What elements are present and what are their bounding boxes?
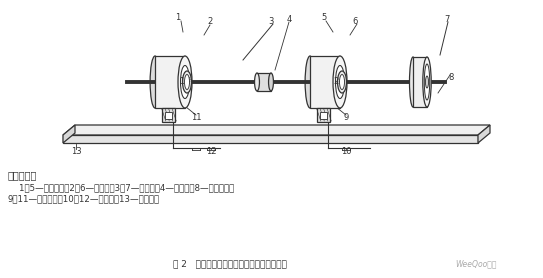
Polygon shape — [478, 125, 490, 143]
Ellipse shape — [423, 57, 431, 107]
Text: WeeQoo维库: WeeQoo维库 — [455, 259, 496, 268]
Text: 2: 2 — [207, 18, 213, 26]
Text: 9、11—固定螺栓；10、12—控制线；13—固定板。: 9、11—固定螺栓；10、12—控制线；13—固定板。 — [8, 194, 160, 203]
Polygon shape — [63, 125, 75, 143]
Ellipse shape — [333, 56, 347, 108]
Text: 12: 12 — [206, 148, 216, 157]
Bar — [310, 56, 340, 108]
Ellipse shape — [338, 71, 346, 93]
Bar — [165, 111, 172, 118]
Bar — [413, 57, 427, 107]
Text: 11: 11 — [191, 113, 201, 123]
Text: 图 2   双端轴双步进电机同轴联接结构示意图: 图 2 双端轴双步进电机同轴联接结构示意图 — [173, 259, 287, 269]
Ellipse shape — [180, 66, 190, 98]
Bar — [162, 108, 175, 122]
Text: 8: 8 — [449, 73, 454, 83]
Text: 4: 4 — [286, 14, 292, 24]
Ellipse shape — [424, 64, 430, 100]
Bar — [155, 56, 185, 108]
Bar — [257, 73, 271, 91]
Ellipse shape — [182, 71, 192, 93]
Text: 6: 6 — [352, 16, 358, 26]
Polygon shape — [63, 135, 478, 143]
Text: 1#: 1# — [179, 78, 191, 86]
Ellipse shape — [150, 56, 160, 108]
Ellipse shape — [185, 75, 190, 90]
Ellipse shape — [255, 73, 260, 91]
Text: 10: 10 — [341, 148, 351, 157]
Ellipse shape — [269, 73, 274, 91]
Text: 13: 13 — [71, 148, 81, 157]
Text: 1: 1 — [175, 14, 181, 23]
Text: 9: 9 — [343, 113, 349, 123]
Text: 标注说明：: 标注说明： — [8, 170, 37, 180]
Ellipse shape — [336, 66, 344, 98]
Text: 1、5—步进电机；2、6—固定卡；3、7—电机轴；4—联轴套；8—主传动轮；: 1、5—步进电机；2、6—固定卡；3、7—电机轴；4—联轴套；8—主传动轮； — [8, 183, 234, 192]
Text: 7: 7 — [444, 14, 450, 24]
Ellipse shape — [305, 56, 315, 108]
Text: 2#: 2# — [334, 78, 346, 86]
Polygon shape — [63, 125, 490, 135]
Bar — [317, 108, 330, 122]
Ellipse shape — [339, 75, 344, 90]
Ellipse shape — [426, 76, 428, 88]
Bar — [320, 111, 327, 118]
Ellipse shape — [409, 57, 416, 107]
Text: 3: 3 — [268, 18, 274, 26]
Text: 5: 5 — [321, 14, 327, 23]
Ellipse shape — [178, 56, 192, 108]
